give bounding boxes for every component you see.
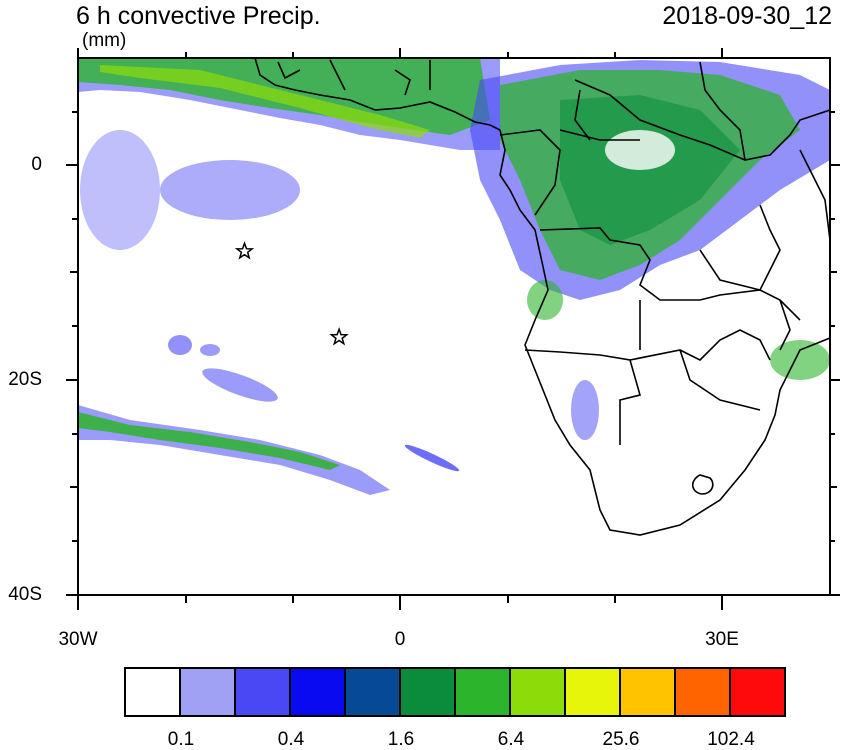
y-tick-label: 0	[31, 154, 42, 175]
units-label: (mm)	[82, 30, 127, 51]
star-marker	[329, 326, 349, 346]
colorbar-swatch	[566, 669, 621, 715]
colorbar-swatch	[236, 669, 291, 715]
colorbar-label: 0.4	[277, 729, 305, 750]
colorbar-swatch	[731, 669, 784, 715]
tick-marks	[66, 48, 840, 610]
colorbar-label: 6.4	[497, 729, 525, 750]
x-tick-label: 30W	[58, 629, 98, 650]
colorbar-label: 0.1	[167, 729, 195, 750]
precip-field	[78, 58, 830, 495]
star-marker	[234, 241, 255, 260]
colorbar-swatch	[181, 669, 236, 715]
colorbar-swatch	[676, 669, 731, 715]
x-tick-label: 30E	[705, 629, 739, 650]
valid-datetime: 2018-09-30_12	[662, 2, 832, 30]
colorbar-swatch	[401, 669, 456, 715]
colorbar-label: 1.6	[387, 729, 415, 750]
station-markers	[234, 241, 349, 346]
colorbar-swatch	[511, 669, 566, 715]
colorbar	[124, 667, 786, 717]
colorbar-swatch	[456, 669, 511, 715]
y-tick-label: 20S	[8, 369, 42, 390]
colorbar-swatch	[621, 669, 676, 715]
y-tick-label: 40S	[8, 584, 42, 605]
coastlines	[254, 58, 830, 536]
colorbar-swatch	[291, 669, 346, 715]
colorbar-label: 102.4	[707, 729, 755, 750]
x-tick-label: 0	[394, 629, 406, 650]
colorbar-label: 25.6	[602, 729, 640, 750]
map-title: 6 h convective Precip.	[76, 2, 321, 30]
colorbar-swatch	[126, 669, 181, 715]
colorbar-swatch	[346, 669, 401, 715]
